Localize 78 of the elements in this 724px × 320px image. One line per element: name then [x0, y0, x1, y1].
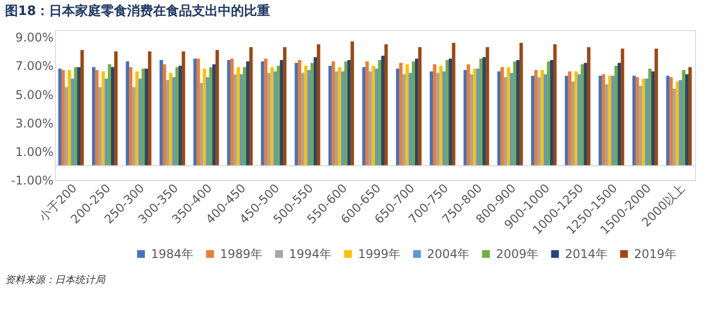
bar [182, 51, 186, 166]
bar [381, 56, 385, 166]
legend-label: 2019年 [634, 247, 677, 261]
bar [196, 58, 200, 166]
bar [74, 67, 78, 166]
bar [114, 51, 118, 166]
bar [332, 61, 336, 166]
bar [162, 64, 166, 166]
bar [685, 74, 689, 166]
bar [446, 60, 449, 166]
y-tick-label: 9.00% [15, 30, 54, 45]
bar [666, 76, 670, 166]
chart-title: 图18：日本家庭零食消费在食品支出中的比重 [5, 3, 270, 19]
bar [172, 77, 176, 166]
bar [544, 74, 548, 166]
legend-label: 2014年 [565, 247, 608, 261]
legend-label: 2004年 [427, 247, 470, 261]
bar [132, 87, 136, 166]
y-tick-label: 3.00% [15, 116, 54, 130]
y-tick-label: 7.00% [15, 59, 54, 74]
bar [341, 71, 345, 166]
bar [148, 51, 152, 166]
bar [676, 81, 680, 166]
bar [304, 66, 308, 166]
bar [227, 60, 231, 166]
bar [294, 62, 298, 166]
bar [61, 70, 65, 166]
bar [466, 64, 470, 166]
bar [504, 77, 508, 166]
bar [519, 42, 523, 166]
bar [476, 68, 480, 166]
bar [264, 58, 268, 166]
bar [283, 47, 286, 166]
bar [553, 44, 557, 166]
bar [267, 72, 271, 166]
bar [571, 81, 575, 166]
bar [638, 86, 642, 166]
bar [618, 62, 622, 166]
bar [64, 87, 68, 166]
bar [580, 64, 584, 166]
legend-label: 2009年 [496, 247, 539, 261]
bar [384, 44, 388, 166]
bar [236, 67, 240, 166]
bar [648, 68, 652, 166]
y-tick-label: -1.00% [11, 174, 54, 188]
bar [142, 68, 146, 166]
legend-label: 1999年 [358, 247, 401, 261]
bar [654, 48, 658, 166]
bar [95, 70, 99, 166]
legend-label: 1984年 [151, 247, 194, 261]
bar [216, 50, 219, 166]
y-tick-label: 5.00% [15, 88, 54, 102]
bar [598, 76, 602, 166]
bar [399, 62, 403, 166]
bar [486, 47, 490, 166]
bar [276, 66, 280, 166]
bar [104, 78, 108, 166]
bar [350, 41, 354, 166]
text: 资料来源：日本统计局 [5, 274, 106, 286]
legend-label: 1989年 [220, 247, 263, 261]
bar [418, 47, 422, 166]
bar [128, 67, 132, 166]
bar [314, 57, 318, 166]
legend-label: 1994年 [289, 247, 332, 261]
bar [513, 61, 517, 166]
bar [209, 67, 213, 166]
bar [200, 82, 204, 166]
bar [408, 72, 412, 166]
bar [436, 72, 440, 166]
bar [608, 76, 612, 166]
bar [372, 66, 376, 166]
bar [362, 67, 366, 166]
bar [246, 61, 250, 166]
y-tick-label: 1.00% [15, 144, 54, 159]
bar [587, 47, 590, 166]
bar [534, 70, 538, 166]
bar [452, 42, 456, 166]
bar [80, 50, 84, 166]
